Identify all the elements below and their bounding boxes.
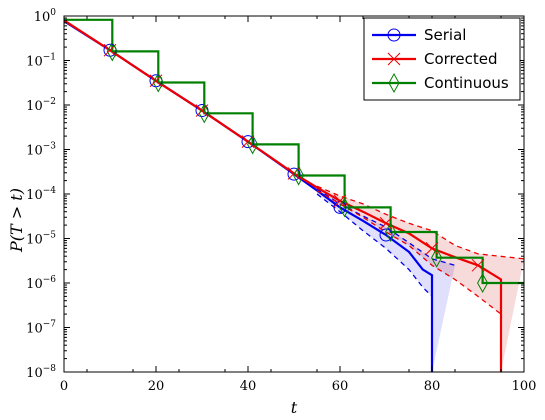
y-tick-label: 10−2: [26, 97, 56, 114]
x-tick-label: 40: [240, 379, 257, 394]
serial-marker: [287, 167, 301, 181]
continuous-marker: [477, 272, 489, 294]
serial-marker: [241, 135, 255, 149]
serial-band: [317, 188, 455, 372]
y-tick-label: 10−5: [26, 231, 56, 248]
continuous-marker: [198, 103, 210, 124]
x-tick-label: 100: [512, 379, 537, 394]
x-tick-labels: 0 20 40 60 80 100: [60, 379, 537, 394]
y-tick-label: 100: [34, 8, 57, 25]
corrected-upper-bound: [316, 185, 525, 260]
continuous-marker: [431, 247, 443, 268]
legend-label-continuous: Continuous: [424, 74, 509, 92]
continuous-marker: [247, 134, 259, 155]
x-tick-label: 60: [332, 379, 349, 394]
legend-label-serial: Serial: [424, 26, 466, 44]
corrected-marker: [379, 216, 393, 230]
continuous-marker: [339, 197, 351, 218]
legend-marker-corrected: [387, 52, 401, 66]
y-tick-label: 10−1: [26, 53, 56, 70]
legend: Serial Corrected Continuous: [363, 17, 521, 101]
corrected-marker: [287, 167, 301, 180]
x-tick-label: 0: [60, 379, 68, 394]
series-markers: [103, 41, 489, 294]
y-tick-label: 10−4: [26, 186, 56, 203]
serial-marker: [379, 228, 393, 242]
corrected-marker: [195, 104, 209, 117]
legend-label-corrected: Corrected: [424, 50, 498, 68]
y-axis-label: P(T > t): [7, 188, 26, 253]
serial-lower-bound: [316, 193, 433, 372]
continuous-marker: [293, 165, 305, 186]
y-tick-labels: 100 10−1 10−2 10−3 10−4 10−5 10−6 10−7 10−8: [26, 8, 56, 381]
y-tick-label: 10−7: [26, 320, 56, 337]
confidence-bands: [317, 186, 524, 372]
corrected-lower-bound: [316, 189, 502, 372]
continuous-marker: [385, 221, 397, 243]
continuous-marker: [106, 41, 118, 62]
serial-upper-bound: [316, 188, 456, 266]
continuous-marker: [152, 72, 164, 93]
y-tick-label: 10−8: [26, 364, 56, 381]
corrected-marker: [333, 194, 347, 208]
y-tick-label: 10−3: [26, 142, 56, 159]
x-tick-label: 80: [424, 379, 441, 394]
legend-marker-serial: [387, 28, 401, 42]
x-tick-label: 20: [148, 379, 165, 394]
corrected-marker: [241, 135, 255, 149]
corrected-marker: [471, 258, 485, 272]
legend-marker-continuous: [388, 72, 400, 94]
axis-ticks: [63, 15, 525, 373]
y-tick-label: 10−6: [26, 275, 56, 292]
corrected-marker: [425, 242, 439, 255]
x-axis-label: t: [291, 398, 298, 417]
